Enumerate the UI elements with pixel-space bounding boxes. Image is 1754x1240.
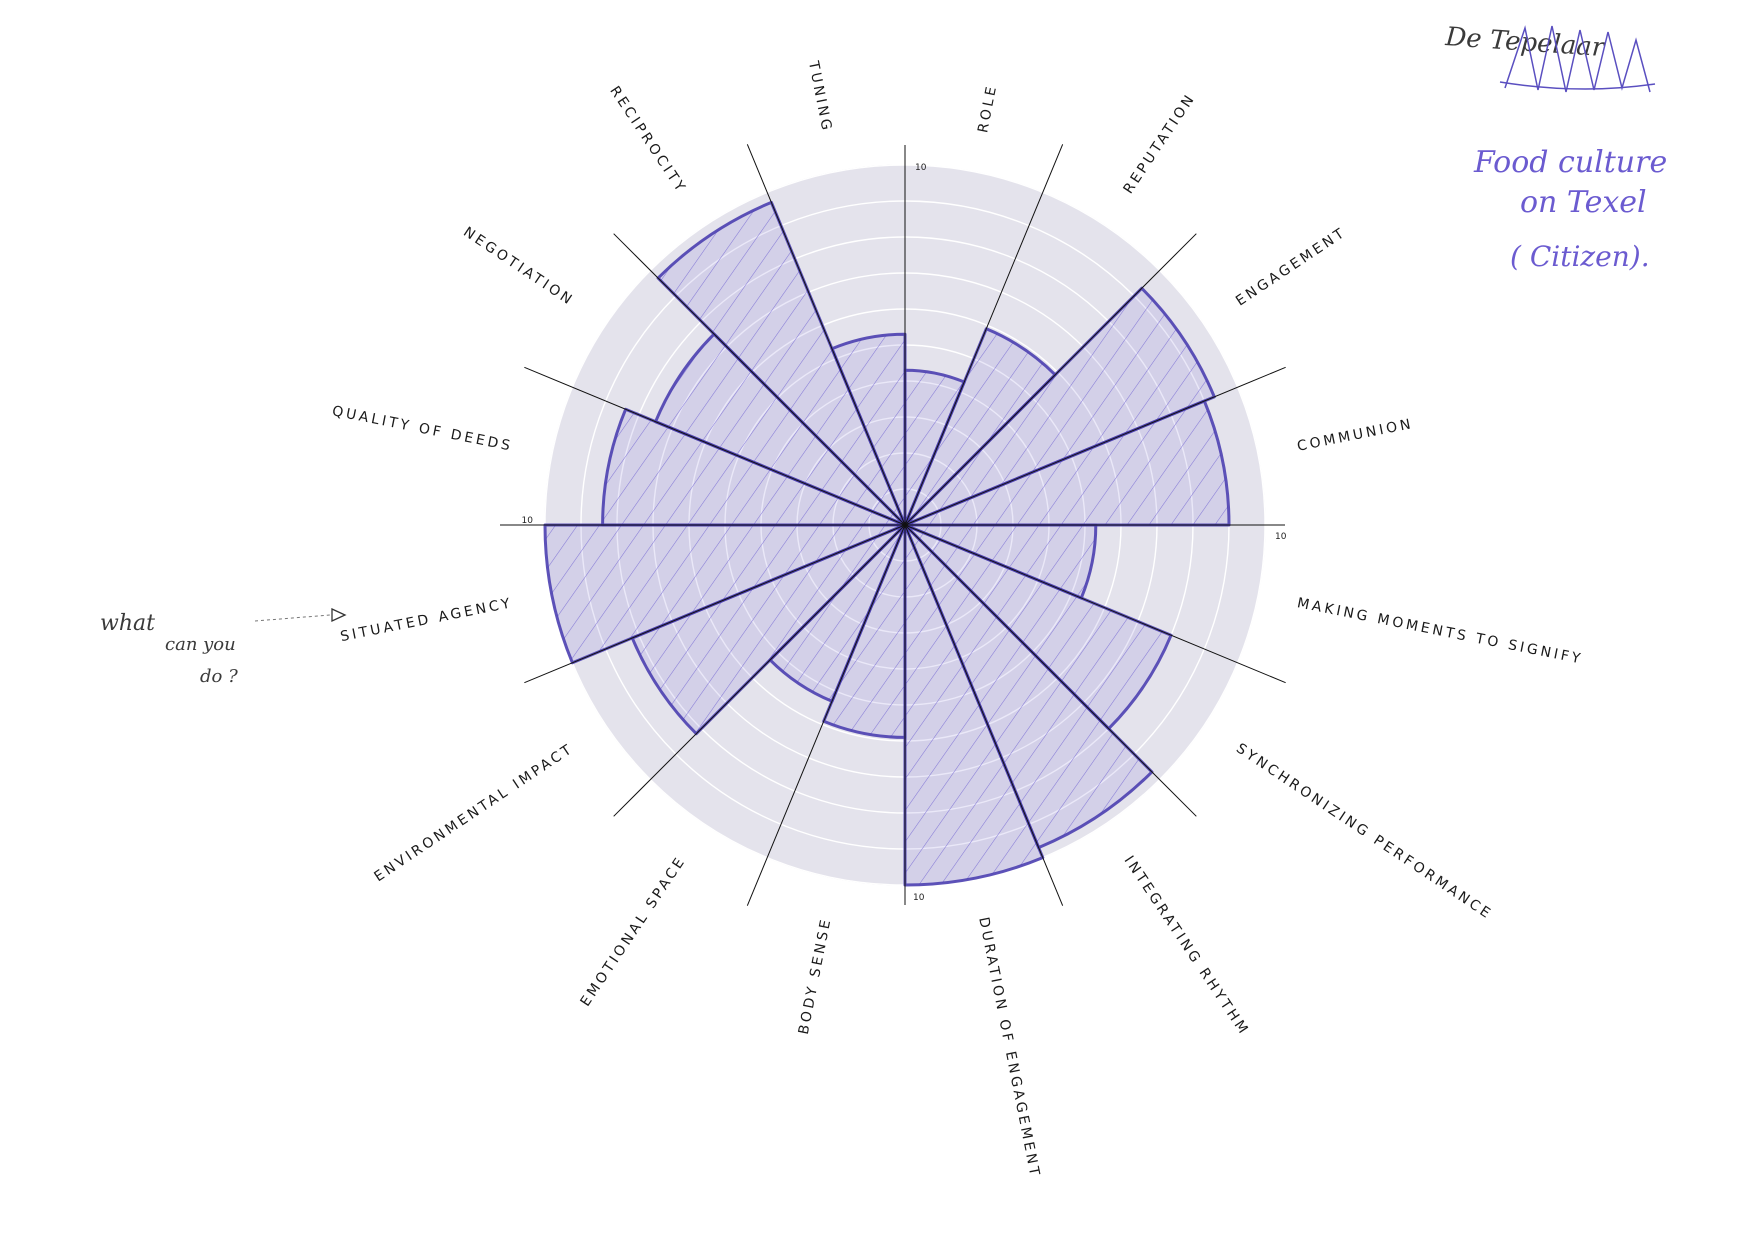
spoke	[904, 524, 1197, 817]
axis-max-tick: 10	[522, 516, 534, 526]
spoke	[524, 524, 906, 684]
note-line-2: on Texel	[1520, 185, 1647, 220]
sector-engagement	[903, 286, 1216, 527]
signature-scribble-icon	[1499, 25, 1656, 93]
spoke	[613, 524, 906, 817]
sector-integrating-rhythm	[903, 523, 1154, 850]
note-line-3: ( Citizen).	[1510, 240, 1650, 273]
spoke	[904, 233, 1197, 526]
spoke	[746, 144, 906, 526]
spoke	[904, 144, 1064, 526]
axis-max-tick: 10	[1275, 532, 1287, 542]
spoke	[904, 366, 1286, 526]
spoke	[613, 233, 906, 526]
category-label: SITUATED AGENCY	[339, 595, 514, 645]
category-label: ROLE	[975, 83, 1000, 135]
category-label: EMOTIONAL SPACE	[578, 853, 690, 1009]
arrow-icon	[254, 607, 347, 623]
category-label: ENGAGEMENT	[1233, 224, 1349, 309]
category-label: MAKING MOMENTS TO SIGNIFY	[1296, 595, 1585, 668]
category-label: NEGOTIATION	[460, 224, 577, 309]
spoke	[904, 524, 1064, 906]
axis-max-tick: 10	[913, 893, 925, 903]
left-note-line-1: what	[100, 611, 155, 636]
sector-communion	[903, 399, 1231, 527]
category-label: ENVIRONMENTAL IMPACT	[371, 741, 576, 886]
category-label: RECIPROCITY	[606, 83, 689, 196]
spoke	[746, 524, 906, 906]
category-label: COMMUNION	[1296, 416, 1415, 455]
axis-max-tick: 10	[915, 163, 927, 173]
spoke	[524, 366, 906, 526]
category-label: BODY SENSE	[796, 916, 835, 1036]
category-label: DURATION OF ENGAGEMENT	[975, 916, 1043, 1180]
handwritten-notes: De Tepelaar Food culture on Texel ( Citi…	[100, 22, 1667, 687]
tick-labels: 10 10 10 10	[522, 163, 1287, 903]
sector-situated-agency	[543, 523, 907, 665]
chart-spokes	[500, 144, 1286, 906]
category-label: TUNING	[805, 59, 835, 134]
category-label: REPUTATION	[1121, 90, 1200, 196]
left-note-line-2: can you	[165, 634, 236, 655]
spoke	[904, 524, 1286, 684]
sector-duration-of-engagement	[903, 523, 1045, 887]
sector-quality-of-deeds	[601, 407, 907, 527]
category-label: SYNCHRONIZING PERFORMANCE	[1233, 741, 1495, 924]
sector-reciprocity	[656, 200, 907, 527]
category-label: INTEGRATING RHYTHM	[1121, 853, 1253, 1039]
sector-environmental-impact	[630, 523, 907, 736]
note-line-1: Food culture	[1473, 145, 1667, 180]
left-note-line-3: do ?	[200, 666, 238, 687]
category-label: QUALITY OF DEEDS	[331, 403, 515, 455]
